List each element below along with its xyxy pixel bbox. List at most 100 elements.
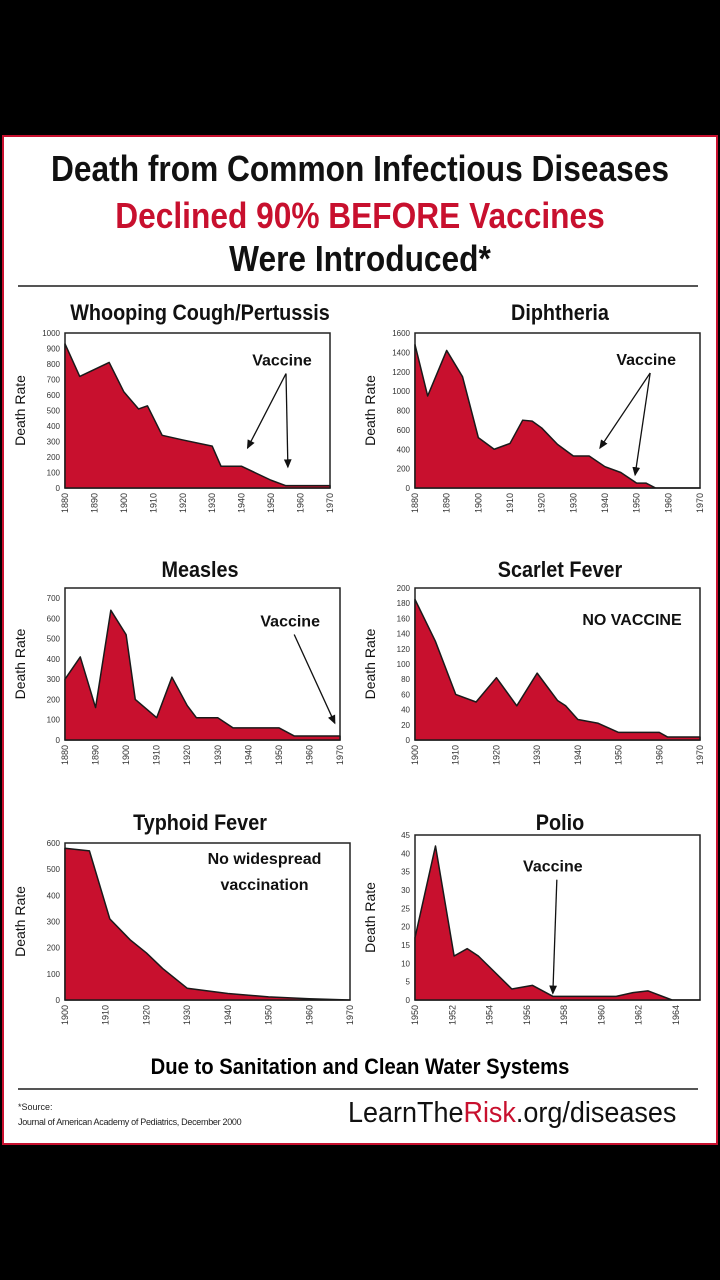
x-tick-label: 1910 <box>505 493 515 513</box>
annotation-label: Vaccine <box>260 614 320 631</box>
x-tick-label: 1880 <box>60 493 70 513</box>
x-tick-label: 1910 <box>101 1005 111 1025</box>
headline-line2: Declined 90% BEFORE Vaccines <box>115 195 605 236</box>
y-tick-label: 0 <box>406 484 411 493</box>
y-tick-label: 300 <box>47 675 61 684</box>
y-tick-label: 15 <box>401 941 410 950</box>
website-link[interactable]: LearnTheRisk.org/diseases <box>348 1097 676 1130</box>
y-tick-label: 200 <box>397 584 411 593</box>
tagline: Due to Sanitation and Clean Water System… <box>150 1054 570 1079</box>
y-tick-label: 700 <box>47 376 61 385</box>
x-tick-label: 1890 <box>91 745 101 765</box>
x-tick-label: 1920 <box>182 745 192 765</box>
x-tick-label: 1900 <box>410 745 420 765</box>
chart-measles: 0 100 200 300 400 500 600 700 1880 1890 1900 1910 19… <box>12 587 345 765</box>
chart-title-pertussis: Whooping Cough/Pertussis <box>70 300 330 325</box>
y-tick-label: 200 <box>47 695 61 704</box>
annotation-arrow <box>632 372 651 477</box>
x-tick-label: 1940 <box>223 1005 233 1025</box>
chart-whooping-cough-pertussis: 0 100 200 300 400 500 600 700 800 900 1000 1880 1890… <box>12 329 335 513</box>
y-tick-label: 100 <box>47 716 61 725</box>
x-tick-label: 1940 <box>237 493 247 513</box>
annotation-arrow <box>293 634 336 725</box>
y-tick-label: 0 <box>406 996 411 1005</box>
y-tick-label: 100 <box>47 970 61 979</box>
site-part1: LearnThe <box>348 1097 464 1129</box>
y-tick-label: 1000 <box>42 329 60 338</box>
x-tick-label: 1970 <box>695 493 705 513</box>
y-tick-label: 1400 <box>392 348 410 357</box>
chart-title-polio: Polio <box>535 810 585 835</box>
y-tick-label: 160 <box>397 614 411 623</box>
x-tick-label: 1950 <box>264 1005 274 1025</box>
x-tick-label: 1960 <box>663 493 673 513</box>
y-tick-label: 500 <box>47 865 61 874</box>
chart-typhoid-fever: 0 100 200 300 400 500 600 1900 1910 1920 1930 1940 1… <box>12 839 355 1025</box>
y-tick-label: 20 <box>401 923 410 932</box>
y-tick-label: 600 <box>47 391 61 400</box>
x-tick-label: 1920 <box>491 745 501 765</box>
x-tick-label: 1960 <box>296 493 306 513</box>
y-tick-label: 200 <box>397 465 411 474</box>
y-tick-label: 400 <box>397 445 411 454</box>
death-rate-area <box>414 343 701 489</box>
y-tick-label: 45 <box>401 831 410 840</box>
x-tick-label: 1890 <box>442 493 452 513</box>
y-tick-label: 0 <box>56 484 61 493</box>
death-rate-area <box>414 845 701 1001</box>
y-tick-label: 400 <box>47 891 61 900</box>
x-tick-label: 1960 <box>304 1005 314 1025</box>
y-tick-label: 600 <box>47 614 61 623</box>
y-axis-label: Death Rate <box>362 628 378 699</box>
y-tick-label: 0 <box>406 736 411 745</box>
x-tick-label: 1910 <box>148 493 158 513</box>
y-axis-label: Death Rate <box>12 886 28 957</box>
y-tick-label: 0 <box>56 996 61 1005</box>
chart-title-measles: Measles <box>161 557 239 582</box>
y-tick-label: 1200 <box>392 368 410 377</box>
x-tick-label: 1970 <box>695 745 705 765</box>
x-tick-label: 1910 <box>152 745 162 765</box>
x-tick-label: 1950 <box>274 745 284 765</box>
y-tick-label: 40 <box>401 706 410 715</box>
y-tick-label: 400 <box>47 422 61 431</box>
x-tick-label: 1900 <box>121 745 131 765</box>
y-tick-label: 800 <box>397 407 411 416</box>
chart-title-diphtheria: Diphtheria <box>511 300 609 325</box>
x-tick-label: 1920 <box>537 493 547 513</box>
y-tick-label: 5 <box>406 978 411 987</box>
x-tick-label: 1950 <box>632 493 642 513</box>
y-axis-label: Death Rate <box>362 882 378 953</box>
x-tick-label: 1930 <box>213 745 223 765</box>
y-tick-label: 25 <box>401 904 410 913</box>
x-tick-label: 1930 <box>182 1005 192 1025</box>
x-tick-label: 1960 <box>654 745 664 765</box>
chart-diphtheria: 0 200 400 600 800 1000 1200 1400 1600 1880 1890 190… <box>362 329 705 513</box>
y-tick-label: 100 <box>47 469 61 478</box>
chart-scarlet-fever: 0 20 40 60 80 100 120 140 160 180 200 1900 1910 1920 1… <box>362 584 705 765</box>
source-label: *Source: <box>18 1102 53 1112</box>
x-tick-label: 1940 <box>600 493 610 513</box>
y-tick-label: 140 <box>397 630 411 639</box>
y-tick-label: 30 <box>401 886 410 895</box>
chart-polio: 0 5 10 15 20 25 30 35 40 45 1950 1952 1954 1956 1958 19… <box>362 831 701 1025</box>
death-rate-area <box>64 343 331 489</box>
annotation-label: Vaccine <box>616 352 676 369</box>
x-tick-label: 1950 <box>614 745 624 765</box>
y-tick-label: 40 <box>401 849 410 858</box>
headline-line3: Were Introduced* <box>229 238 491 279</box>
site-part3: .org/diseases <box>515 1097 677 1129</box>
y-axis-label: Death Rate <box>12 628 28 699</box>
x-tick-label: 1970 <box>335 745 345 765</box>
footer-divider <box>18 1088 698 1090</box>
x-tick-label: 1954 <box>485 1005 495 1025</box>
x-tick-label: 1950 <box>266 493 276 513</box>
x-tick-label: 1930 <box>532 745 542 765</box>
annotation-arrow <box>549 879 558 995</box>
x-tick-label: 1900 <box>119 493 129 513</box>
x-tick-label: 1900 <box>473 493 483 513</box>
y-tick-label: 400 <box>47 655 61 664</box>
x-tick-label: 1920 <box>141 1005 151 1025</box>
x-tick-label: 1952 <box>447 1005 457 1025</box>
y-tick-label: 10 <box>401 959 410 968</box>
